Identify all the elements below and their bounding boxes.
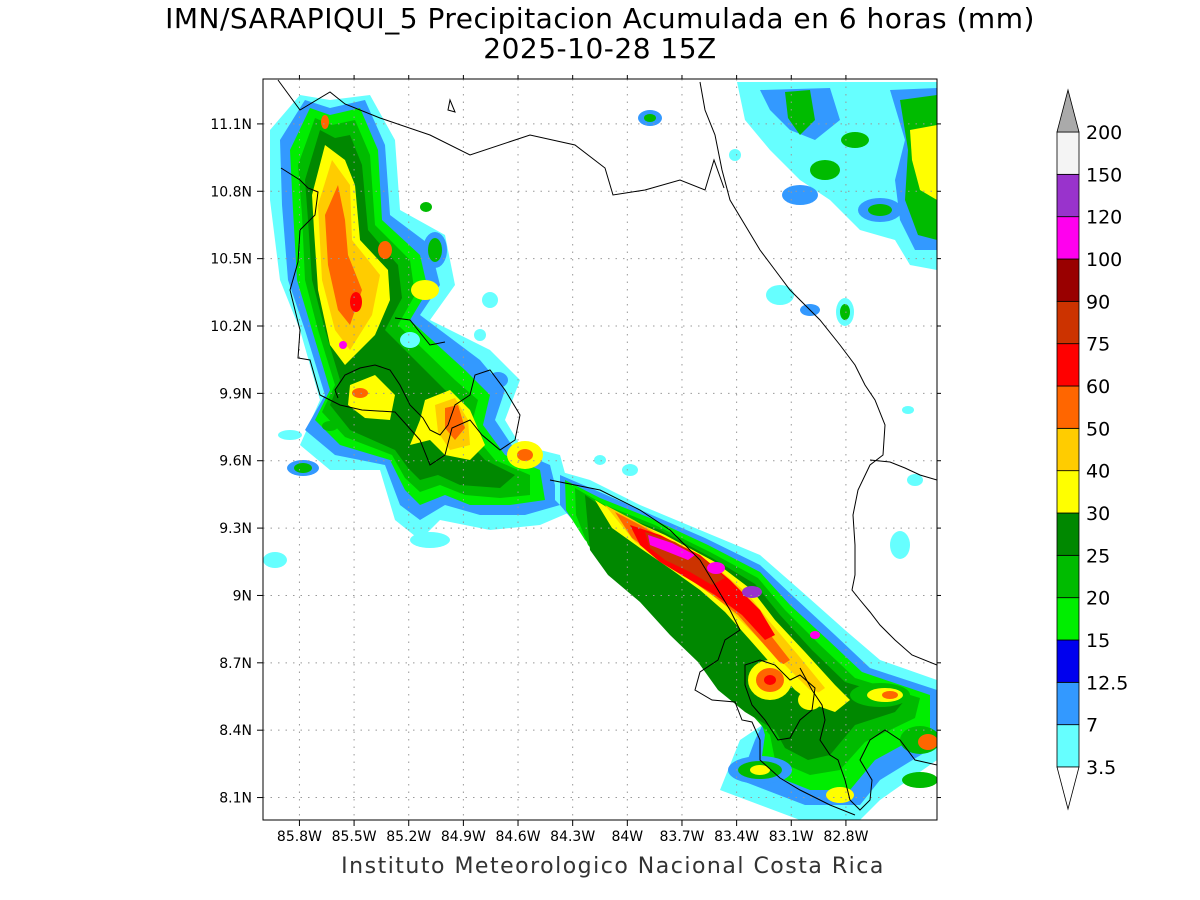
lon-tick-label: 83.7W <box>659 829 704 845</box>
lon-tick-label: 85.8W <box>277 829 322 845</box>
colorbar-label: 12.5 <box>1086 672 1128 694</box>
bocas-del-toro-coast <box>869 459 937 481</box>
panama-border <box>799 667 937 811</box>
nicaragua-lake-edge <box>447 98 456 113</box>
lon-tick-label: 82.8W <box>823 829 868 845</box>
lat-tick-label: 10.8N <box>210 184 252 200</box>
colorbar-swatch <box>1056 131 1080 175</box>
lat-tick-label: 9.3N <box>219 521 252 537</box>
plot-frame <box>262 78 938 821</box>
rain-band-southeast <box>507 441 937 820</box>
colorbar-label: 7 <box>1086 715 1098 737</box>
lon-tick-label: 84.6W <box>496 829 541 845</box>
colorbar-swatch <box>1056 343 1080 387</box>
colorbar-swatch <box>1056 427 1080 472</box>
colorbar-swatch <box>1056 597 1080 641</box>
colorbar-swatch <box>1056 300 1080 345</box>
inland-border-segment <box>394 317 446 346</box>
lat-tick-label: 9N <box>233 588 252 604</box>
colorbar-swatch <box>1056 216 1080 260</box>
colorbar-label: 3.5 <box>1086 757 1116 779</box>
colorbar-label: 50 <box>1086 418 1110 440</box>
lon-tick-label: 84.3W <box>550 829 595 845</box>
pacific-coastline <box>280 167 521 466</box>
colorbar-label: 30 <box>1086 503 1110 525</box>
lat-tick-label: 8.4N <box>219 723 252 739</box>
colorbar-swatch <box>1056 173 1080 218</box>
rain-band-northwest <box>263 95 575 568</box>
lat-tick-label: 9.9N <box>219 386 252 402</box>
caribbean-coastline <box>699 81 937 666</box>
colorbar-over-triangle <box>1056 88 1080 133</box>
colorbar-label: 25 <box>1086 545 1110 567</box>
longitude-axis: 85.8W 85.5W 85.2W 84.9W 84.6W 84.3W 84W 83.7W 83… <box>277 75 869 845</box>
colorbar-label: 15 <box>1086 630 1110 652</box>
lon-tick-label: 85.5W <box>332 829 377 845</box>
map-datetime: 2025-10-28 15Z <box>483 32 717 65</box>
colorbar-label: 120 <box>1086 207 1122 229</box>
colorbar-swatch <box>1056 724 1080 768</box>
precipitation-field <box>263 82 937 820</box>
lat-tick-label: 10.5N <box>210 252 252 268</box>
lon-tick-label: 84W <box>611 829 643 845</box>
colorbar-label: 75 <box>1086 334 1110 356</box>
colorbar-label: 100 <box>1086 249 1122 271</box>
lat-tick-label: 11.1N <box>210 117 252 133</box>
colorbar-swatch <box>1056 681 1080 726</box>
central-pacific-coast <box>549 479 856 816</box>
latitude-axis: 11.1N 10.8N 10.5N 10.2N 9.9N 9.6N 9.3N 9N 8.7N 8.… <box>210 117 941 807</box>
nicaragua-costa-rica-border <box>277 79 725 196</box>
colorbar-swatch <box>1056 639 1080 683</box>
lon-tick-label: 84.9W <box>441 829 486 845</box>
lon-tick-label: 85.2W <box>386 829 431 845</box>
colorbar-swatch <box>1056 258 1080 302</box>
lon-tick-label: 83.1W <box>769 829 814 845</box>
colorbar-swatch <box>1056 385 1080 429</box>
colorbar-swatch <box>1056 512 1080 556</box>
coastlines <box>277 79 937 816</box>
colorbar-swatch <box>1056 470 1080 514</box>
colorbar-label: 90 <box>1086 291 1110 313</box>
lat-tick-label: 8.7N <box>219 656 252 672</box>
precipitation-colorbar: 3.5 7 12.5 15 20 25 30 40 50 60 75 90 100 120 150 200 <box>1056 88 1128 811</box>
lon-tick-label: 83.4W <box>714 829 759 845</box>
colorbar-label: 40 <box>1086 461 1110 483</box>
colorbar-label: 150 <box>1086 164 1122 186</box>
colorbar-under-triangle <box>1056 766 1080 811</box>
credit-text: Instituto Meteorologico Nacional Costa R… <box>341 854 885 879</box>
colorbar-label: 20 <box>1086 588 1110 610</box>
colorbar-swatch <box>1056 554 1080 599</box>
colorbar-label: 200 <box>1086 122 1122 144</box>
colorbar-label: 60 <box>1086 376 1110 398</box>
lat-tick-label: 8.1N <box>219 791 252 807</box>
lat-tick-label: 9.6N <box>219 454 252 470</box>
lat-tick-label: 10.2N <box>210 319 252 335</box>
rain-cells-caribbean <box>400 82 937 559</box>
map-title: IMN/SARAPIQUI_5 Precipitacion Acumulada … <box>165 2 1035 35</box>
osa-peninsula <box>744 659 816 741</box>
